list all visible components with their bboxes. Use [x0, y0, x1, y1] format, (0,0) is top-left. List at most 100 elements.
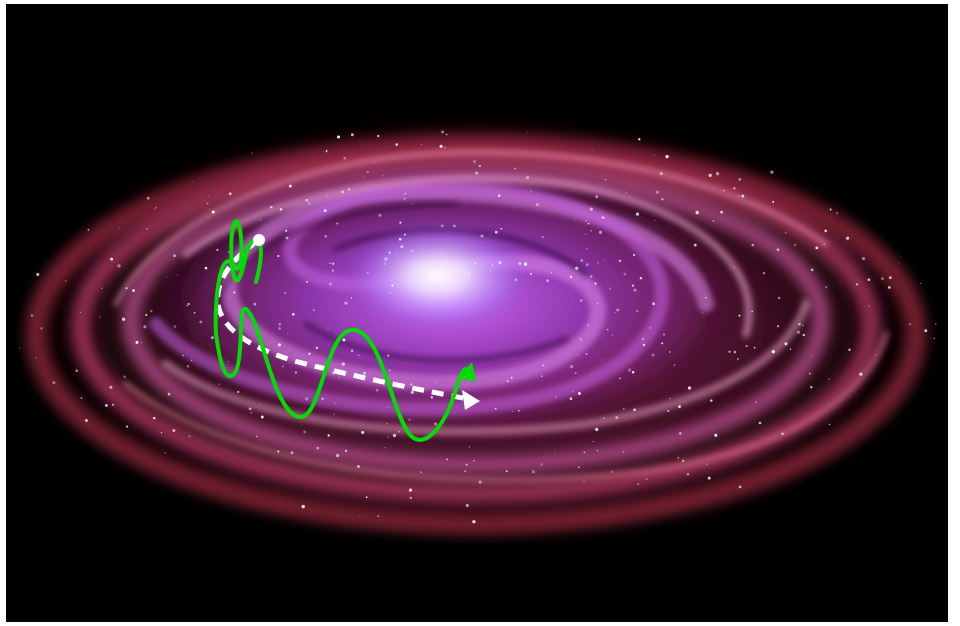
star [132, 289, 135, 292]
star [738, 314, 741, 317]
star [733, 350, 737, 354]
star [705, 297, 707, 299]
star [754, 401, 757, 404]
star [861, 256, 866, 261]
star [308, 352, 311, 355]
star [394, 253, 396, 255]
star [84, 419, 88, 422]
star [441, 130, 445, 134]
star [603, 259, 605, 261]
star [574, 372, 577, 375]
star [654, 154, 655, 156]
star [645, 478, 648, 480]
star [303, 430, 307, 434]
star [457, 276, 459, 278]
star [410, 249, 414, 253]
star [585, 263, 589, 266]
galaxy-outer-arms [25, 133, 927, 535]
star [465, 503, 469, 508]
star [35, 357, 37, 359]
star [550, 272, 553, 274]
star [186, 304, 189, 307]
star [669, 398, 671, 400]
star [357, 354, 360, 357]
star [357, 465, 360, 468]
star [762, 271, 766, 275]
star [530, 190, 532, 192]
star [98, 316, 101, 318]
galaxy-illustration [6, 4, 948, 622]
star [365, 496, 368, 499]
star [125, 425, 129, 428]
star [398, 237, 402, 241]
star [480, 234, 484, 238]
star [160, 432, 163, 434]
star [590, 230, 592, 232]
star [510, 376, 513, 379]
star [540, 463, 543, 466]
star [738, 178, 742, 181]
star [541, 375, 543, 377]
star [208, 209, 210, 210]
star [383, 262, 387, 266]
star [751, 310, 753, 313]
star [825, 286, 828, 289]
star [281, 365, 284, 368]
star [654, 220, 656, 221]
star [388, 407, 390, 408]
star [434, 422, 438, 426]
star [594, 282, 597, 285]
star [392, 433, 397, 438]
star [587, 324, 590, 327]
star [277, 255, 280, 257]
star [403, 233, 406, 236]
star [745, 344, 748, 348]
star [260, 403, 262, 405]
star [344, 449, 348, 453]
star [595, 427, 599, 432]
star [665, 155, 669, 159]
star [569, 275, 573, 278]
star [376, 389, 379, 392]
star [341, 190, 344, 194]
star [167, 392, 171, 396]
star [585, 220, 587, 222]
star [572, 390, 574, 392]
star [277, 450, 280, 453]
star [421, 144, 423, 146]
star [411, 203, 413, 205]
oscillating-orbit-line [213, 219, 476, 442]
star [80, 397, 83, 399]
star [422, 252, 424, 255]
star [823, 243, 825, 245]
star [123, 375, 126, 379]
star [859, 372, 863, 376]
star [472, 520, 476, 524]
star [701, 312, 704, 314]
star [579, 337, 583, 341]
star [227, 360, 229, 362]
star [603, 417, 605, 419]
star [497, 194, 501, 197]
star [793, 243, 797, 247]
star [445, 458, 448, 461]
star [250, 411, 253, 414]
star [366, 170, 369, 174]
star [542, 364, 545, 367]
star [606, 328, 609, 331]
star [377, 134, 380, 138]
star [40, 327, 43, 330]
star [518, 262, 522, 266]
star [712, 219, 715, 222]
star [402, 272, 405, 275]
star [798, 322, 801, 326]
star [601, 216, 605, 220]
star [384, 406, 386, 408]
star [909, 323, 911, 325]
star [231, 220, 233, 222]
star [933, 337, 936, 340]
star [277, 343, 281, 347]
star [642, 343, 646, 347]
star [874, 354, 877, 356]
star [140, 342, 143, 344]
